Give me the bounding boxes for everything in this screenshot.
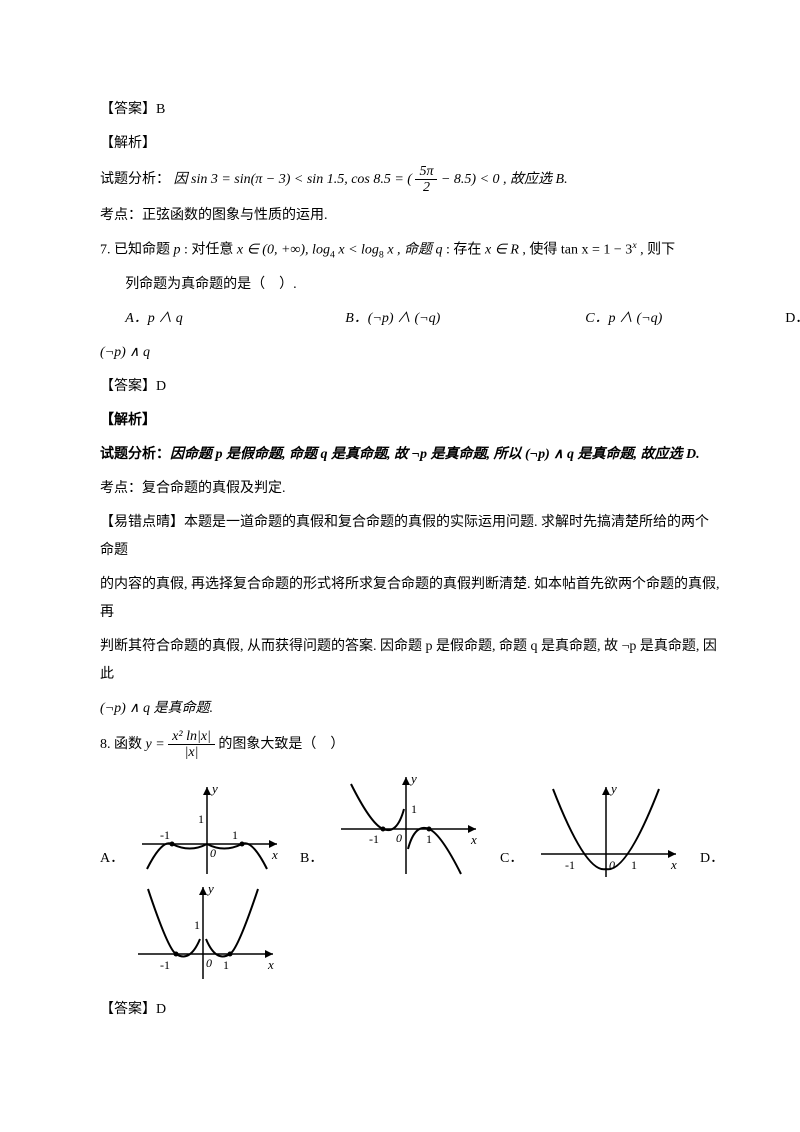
q8-answer: D — [156, 1002, 166, 1017]
svg-text:1: 1 — [198, 812, 204, 826]
hint-label: 【易错点晴】 — [100, 515, 184, 530]
svg-text:-1: -1 — [565, 858, 575, 872]
svg-text:x: x — [470, 832, 477, 847]
q7-hint-3: 判断其符合命题的真假, 从而获得问题的答案. 因命题 p 是假命题, 命题 q … — [100, 633, 720, 689]
q8-label-d: D． — [700, 845, 724, 873]
q6-kaodian: 考点：正弦函数的图象与性质的运用. — [100, 202, 720, 230]
svg-text:x: x — [271, 847, 278, 862]
svg-text:x: x — [267, 957, 274, 972]
q7-opt-c: C．p ∧ (¬q) — [585, 305, 775, 333]
answer-label: 【答案】 — [100, 379, 156, 394]
answer-label: 【答案】 — [100, 1002, 156, 1017]
q7-hint-text1: 本题是一道命题的真假和复合命题的真假的实际运用问题. 求解时先搞清楚所给的两个命… — [100, 515, 709, 558]
q7-p: p — [174, 242, 181, 257]
q8-graph-c: y x -1 1 0 — [531, 779, 681, 879]
svg-text:1: 1 — [426, 832, 432, 846]
analysis-prefix: 试题分析： — [100, 172, 170, 187]
q8-frac-den: |x| — [168, 745, 215, 760]
svg-text:1: 1 — [411, 802, 417, 816]
q7-answer-line: 【答案】D — [100, 373, 720, 401]
q7-stem-q: : 存在 — [443, 242, 485, 257]
svg-text:y: y — [609, 781, 617, 796]
kaodian-prefix: 考点： — [100, 208, 142, 223]
svg-text:1: 1 — [223, 958, 229, 972]
q6-frac-den: 2 — [415, 180, 437, 195]
q7-options: A．p ∧ q B．(¬p) ∧ (¬q) C．p ∧ (¬q) D． — [100, 305, 720, 333]
svg-text:1: 1 — [631, 858, 637, 872]
analysis-prefix: 试题分析： — [100, 447, 170, 462]
q8-label-a: A． — [100, 845, 124, 873]
q7-mid: x < log — [335, 242, 379, 257]
q6-analysis-post: − 8.5) < 0 , 故应选 B. — [441, 172, 568, 187]
q7-analysis-text: 因命题 p 是假命题, 命题 q 是真命题, 故 ¬p 是真命题, 所以 (¬p… — [170, 447, 700, 462]
svg-text:-1: -1 — [160, 958, 170, 972]
q7-kaodian: 考点：复合命题的真假及判定. — [100, 475, 720, 503]
svg-text:0: 0 — [396, 831, 402, 845]
q8-graph-d-row: y x 1 -1 1 0 — [128, 879, 720, 984]
q7-opt-d: D． — [785, 305, 800, 333]
q8-graph-c-cell: C． y x -1 1 0 — [500, 779, 700, 879]
svg-text:1: 1 — [194, 918, 200, 932]
q8-answer-line: 【答案】D — [100, 996, 720, 1024]
q8-stem-post: 的图象大致是（ ） — [218, 737, 344, 752]
q8-frac-num: x² ln|x| — [168, 729, 215, 745]
q7-hint-text3: 判断其符合命题的真假, 从而获得问题的答案. 因命题 p 是假命题, 命题 q … — [100, 639, 717, 682]
q7-q: q — [436, 242, 443, 257]
q6-frac-num: 5π — [415, 164, 437, 180]
svg-text:x: x — [670, 857, 677, 872]
q7-stem-p: : 对任意 — [181, 242, 237, 257]
q7-opt-d-line2: (¬p) ∧ q — [100, 339, 720, 367]
q7-xr: x ∈ R — [485, 242, 519, 257]
q7-hint-4: (¬p) ∧ q 是真命题. — [100, 695, 720, 723]
kaodian-prefix: 考点： — [100, 481, 142, 496]
q7-analysis: 试题分析：因命题 p 是假命题, 命题 q 是真命题, 故 ¬p 是真命题, 所… — [100, 441, 720, 469]
svg-text:0: 0 — [206, 956, 212, 970]
svg-text:y: y — [409, 771, 417, 786]
svg-text:-1: -1 — [160, 828, 170, 842]
q8-frac: x² ln|x| |x| — [168, 729, 215, 761]
q7-stem-tail: , 则下 — [637, 242, 676, 257]
q6-analysis-label: 【解析】 — [100, 130, 720, 158]
q6-analysis-pre: 因 sin 3 = sin(π − 3) < sin 1.5, cos 8.5 … — [174, 172, 412, 187]
q8-graph-b-cell: B． y x 1 -1 1 0 — [300, 769, 500, 879]
q7-xin: x ∈ (0, +∞), log — [237, 242, 330, 257]
q7-hint-1: 【易错点晴】本题是一道命题的真假和复合命题的真假的实际运用问题. 求解时先搞清楚… — [100, 509, 720, 565]
q8-graphs-row: A． y x 1 -1 1 0 B． y x 1 -1 1 — [100, 769, 720, 879]
q7-kaodian-text: 复合命题的真假及判定. — [142, 481, 286, 496]
q7-hint-2: 的内容的真假, 再选择复合命题的形式将所求复合命题的真假判断清楚. 如本帖首先欲… — [100, 571, 720, 627]
q8-graph-a-cell: A． y x 1 -1 1 0 — [100, 779, 300, 879]
svg-text:y: y — [210, 781, 218, 796]
q7-opt-b: B．(¬p) ∧ (¬q) — [345, 305, 575, 333]
q7-opt-a: A．p ∧ q — [125, 305, 335, 333]
q6-frac: 5π 2 — [415, 164, 437, 196]
q7-postlog: x , 命题 — [384, 242, 436, 257]
q8-graph-b: y x 1 -1 1 0 — [331, 769, 481, 879]
q7-answer: D — [156, 379, 166, 394]
q6-analysis: 试题分析： 因 sin 3 = sin(π − 3) < sin 1.5, co… — [100, 164, 720, 196]
q8-stem: 8. 函数 y = x² ln|x| |x| 的图象大致是（ ） — [100, 729, 720, 761]
q7-analysis-label: 【解析】 — [100, 407, 720, 435]
q6-kaodian-text: 正弦函数的图象与性质的运用. — [142, 208, 328, 223]
q6-answer: B — [156, 102, 165, 117]
q7-stem-pre: 7. 已知命题 — [100, 242, 174, 257]
q8-yeq: y = — [146, 737, 169, 752]
q7-stem-line2: 列命题为真命题的是（ ）. — [100, 271, 720, 299]
q8-label-b: B． — [300, 845, 323, 873]
q8-label-d-cell: D． — [700, 845, 732, 879]
svg-text:-1: -1 — [369, 832, 379, 846]
svg-text:y: y — [206, 881, 214, 896]
svg-text:1: 1 — [232, 828, 238, 842]
q7-stem-line1: 7. 已知命题 p : 对任意 x ∈ (0, +∞), log4 x < lo… — [100, 236, 720, 265]
q6-answer-line: 【答案】B — [100, 96, 720, 124]
q8-stem-pre: 8. 函数 — [100, 737, 146, 752]
q8-graph-d: y x 1 -1 1 0 — [128, 879, 278, 984]
q7-stem-q2: , 使得 tan x = 1 − 3 — [519, 242, 632, 257]
q8-graph-a: y x 1 -1 1 0 — [132, 779, 282, 879]
answer-label: 【答案】 — [100, 102, 156, 117]
q8-label-c: C． — [500, 845, 523, 873]
